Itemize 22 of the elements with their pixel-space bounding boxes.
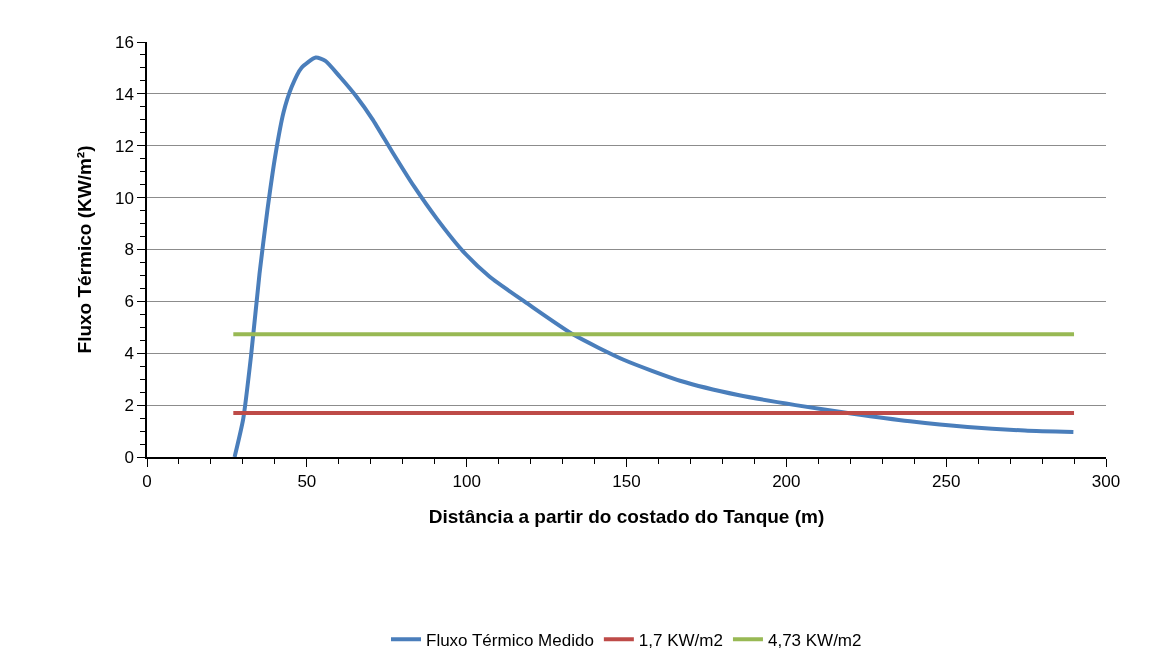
y-tick-label: 8	[124, 240, 134, 260]
line-series	[232, 55, 1076, 457]
y-axis-title: Fluxo Térmico (KW/m²)	[74, 145, 96, 354]
x-tick-label: 50	[297, 472, 317, 492]
x-tick-label: 150	[612, 472, 641, 492]
y-tick-label: 4	[124, 344, 134, 364]
x-tick-label: 200	[772, 472, 801, 492]
y-tick-label: 14	[114, 84, 134, 104]
legend-label: 1,7 KW/m2	[638, 630, 723, 650]
x-tick-label: 0	[142, 472, 152, 492]
x-tick-label: 300	[1091, 472, 1121, 492]
legend-label: Fluxo Térmico Medido	[426, 630, 594, 650]
y-tick-label: 16	[114, 32, 134, 52]
legend-label: 4,73 KW/m2	[767, 630, 862, 650]
y-tick-label: 2	[124, 396, 134, 416]
x-tick-label: 250	[931, 472, 961, 492]
y-tick-label: 0	[124, 447, 134, 467]
y-tick-label: 6	[124, 292, 134, 312]
y-tick-label: 12	[114, 136, 134, 156]
x-axis-title: Distância a partir do costado do Tanque (m)	[428, 506, 825, 528]
x-tick-label: 100	[452, 472, 481, 492]
y-tick-label: 10	[114, 188, 134, 208]
